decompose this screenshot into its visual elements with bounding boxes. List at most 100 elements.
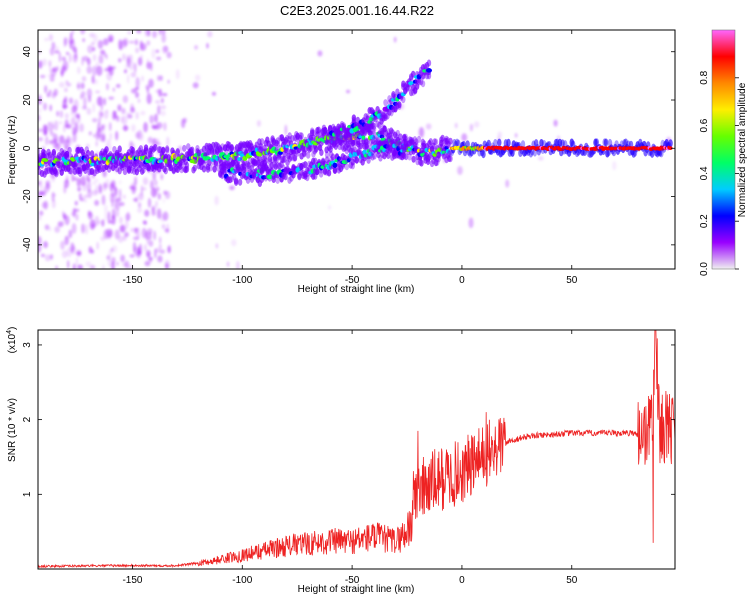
heatmap-noise-cell	[53, 88, 59, 97]
heatmap-noise-cell	[49, 254, 54, 260]
heatmap-noise-cell	[45, 135, 49, 146]
heatmap-cell	[224, 166, 229, 174]
heatmap-noise-cell	[81, 223, 85, 234]
heatmap-noise-cell	[50, 68, 57, 77]
heatmap-cell	[284, 147, 290, 155]
spectrogram-frame	[37, 29, 676, 270]
heatmap-cell	[273, 162, 278, 170]
heatmap-noise-cell	[38, 114, 41, 122]
heatmap-cell	[267, 155, 273, 163]
heatmap-noise-cell	[140, 110, 146, 116]
heatmap-cell	[51, 150, 57, 158]
heatmap-cell	[68, 167, 74, 175]
heatmap-noise-cell	[48, 63, 52, 73]
snr-y-ticks: 1 2 3	[22, 342, 675, 497]
heatmap-noise-cell	[119, 46, 123, 51]
heatmap-noise-cell	[160, 97, 164, 104]
heatmap-cell	[657, 148, 663, 157]
heatmap-noise-cell	[54, 226, 61, 233]
heatmap-noise-cell	[155, 49, 160, 53]
heatmap-cell	[47, 151, 53, 159]
heatmap-noise-cell	[70, 246, 77, 255]
heatmap-noise-cell	[66, 135, 71, 143]
heatmap-noise-cell	[157, 75, 161, 82]
heatmap-noise-cell	[61, 56, 67, 62]
x-tick-label: 50	[566, 575, 578, 586]
heatmap-cell	[510, 148, 515, 157]
heatmap-noise-cell	[162, 92, 168, 97]
heatmap-noise-cell	[112, 87, 115, 92]
heatmap-noise-cell	[44, 37, 49, 42]
heatmap-cell	[403, 133, 408, 141]
heatmap-noise-cell	[129, 40, 135, 44]
heatmap-noise-cell	[42, 58, 47, 67]
heatmap-noise-cell	[181, 118, 186, 129]
heatmap-cell	[359, 129, 364, 137]
heatmap-noise-cell	[143, 243, 147, 252]
heatmap-cell	[275, 176, 280, 184]
heatmap-noise-cell	[80, 90, 86, 97]
heatmap-cell	[208, 164, 213, 172]
heatmap-noise-cell	[80, 82, 85, 90]
heatmap-noise-cell	[144, 209, 150, 217]
heatmap-noise-cell	[149, 256, 152, 263]
heatmap-noise-cell	[166, 223, 170, 234]
heatmap-cell	[261, 175, 267, 180]
heatmap-noise-cell	[91, 181, 97, 185]
heatmap-noise-cell	[62, 218, 65, 227]
heatmap-cell	[128, 164, 133, 172]
y-tick-label: 0	[22, 145, 33, 151]
heatmap-cell	[401, 96, 406, 104]
heatmap-noise-cell	[116, 262, 119, 266]
heatmap-noise-cell	[63, 87, 68, 93]
heatmap-cell	[435, 158, 440, 166]
heatmap-noise-cell	[134, 39, 139, 46]
heatmap-cell	[420, 80, 426, 88]
heatmap-noise-cell	[64, 236, 69, 246]
heatmap-cell	[201, 165, 207, 173]
heatmap-cell	[274, 139, 279, 147]
heatmap-cell	[486, 139, 491, 148]
heatmap-cell	[408, 89, 414, 97]
heatmap-cell	[229, 175, 235, 183]
heatmap-noise-cell	[92, 102, 95, 113]
heatmap-noise-cell	[105, 178, 110, 185]
heatmap-noise-cell	[48, 60, 52, 67]
heatmap-noise-cell	[166, 51, 172, 59]
heatmap-noise-cell	[82, 55, 89, 62]
heatmap-noise-cell	[55, 265, 59, 269]
heatmap-cell	[182, 144, 187, 152]
heatmap-cell	[411, 155, 416, 163]
heatmap-cell	[89, 150, 95, 158]
heatmap-noise-cell	[68, 97, 73, 104]
heatmap-cell	[370, 134, 376, 140]
spectrogram-heatmap	[38, 30, 673, 269]
heatmap-cell	[146, 164, 151, 172]
heatmap-noise-cell	[60, 240, 65, 250]
heatmap-cell	[379, 134, 385, 139]
heatmap-noise-cell	[62, 98, 67, 110]
heatmap-noise-cell	[129, 54, 133, 63]
heatmap-noise-cell	[38, 215, 42, 221]
heatmap-noise-cell	[98, 54, 104, 65]
heatmap-noise-cell	[87, 44, 94, 54]
heatmap-cell	[594, 138, 600, 147]
heatmap-cell	[426, 72, 432, 80]
heatmap-cell	[432, 138, 437, 146]
svg-text:(x104): (x104)	[6, 327, 18, 354]
heatmap-cell	[212, 165, 217, 173]
heatmap-noise-cell	[133, 62, 137, 73]
heatmap-cell	[354, 156, 359, 164]
heatmap-cell	[254, 147, 259, 153]
heatmap-cell	[371, 136, 377, 144]
heatmap-noise-cell	[111, 208, 116, 220]
heatmap-cell	[234, 155, 240, 163]
colorbar-tick-label: 0.6	[699, 118, 710, 132]
heatmap-noise-cell	[58, 135, 65, 145]
heatmap-noise-cell	[120, 254, 126, 263]
heatmap-noise-cell	[140, 184, 143, 196]
heatmap-noise-cell	[194, 74, 201, 82]
heatmap-noise-cell	[141, 133, 144, 142]
heatmap-noise-cell	[122, 37, 129, 46]
heatmap-noise-cell	[49, 104, 52, 112]
